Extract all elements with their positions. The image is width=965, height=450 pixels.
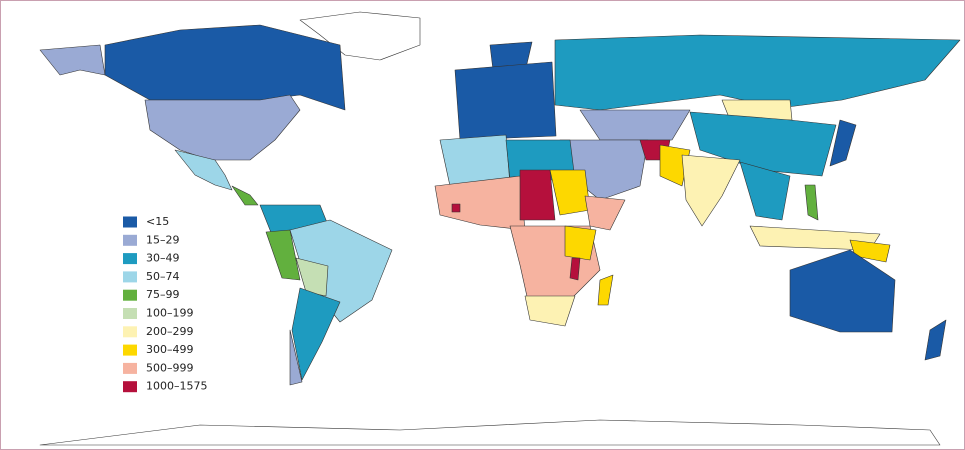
country-region [295,257,329,297]
country-region [291,287,341,381]
country-region [434,175,526,231]
country-region [564,225,597,261]
legend-swatch [123,344,137,356]
legend-label: 300–499 [146,343,194,356]
country-region [554,34,961,111]
legend-swatch [123,271,137,283]
legend-label: 500–999 [146,361,194,374]
country-region [174,149,233,191]
country-region [454,61,557,141]
legend-label: 30–49 [146,252,180,265]
country-region [231,185,259,206]
legend-label: 1000–1575 [146,380,208,393]
country-region [104,24,346,111]
country-region [299,11,421,61]
country-region [789,249,896,333]
legend-label: 100–199 [146,307,194,320]
country-region [681,154,741,227]
legend-label: 50–74 [146,270,180,283]
legend-swatch [123,289,137,301]
legend-label: <15 [146,215,169,228]
countries [39,11,961,446]
legend: <15 15–29 30–49 50–74 75–99 100–199 200–299 300… [123,215,208,393]
country-region [579,109,691,141]
country-region [689,111,837,177]
legend-swatch [123,362,137,374]
legend-label: 15–29 [146,233,180,246]
country-region [829,119,857,167]
legend-swatch [123,326,137,338]
country-region [584,195,626,231]
country-region [451,203,461,213]
country-region [265,229,301,281]
country-region [597,274,614,306]
legend-swatch [123,216,137,228]
country-region [39,44,106,76]
country-region [519,169,556,221]
legend-swatch [123,234,137,246]
legend-label: 75–99 [146,288,180,301]
country-region [924,319,947,361]
country-region [144,94,301,161]
legend-swatch [123,308,137,319]
country-region [289,329,303,386]
legend-label: 200–299 [146,325,194,338]
country-region [39,419,941,446]
legend-swatch [123,381,137,393]
country-region [524,295,576,327]
country-region [569,257,581,281]
country-region [804,184,819,221]
legend-swatch [123,253,137,265]
country-region [739,161,791,221]
